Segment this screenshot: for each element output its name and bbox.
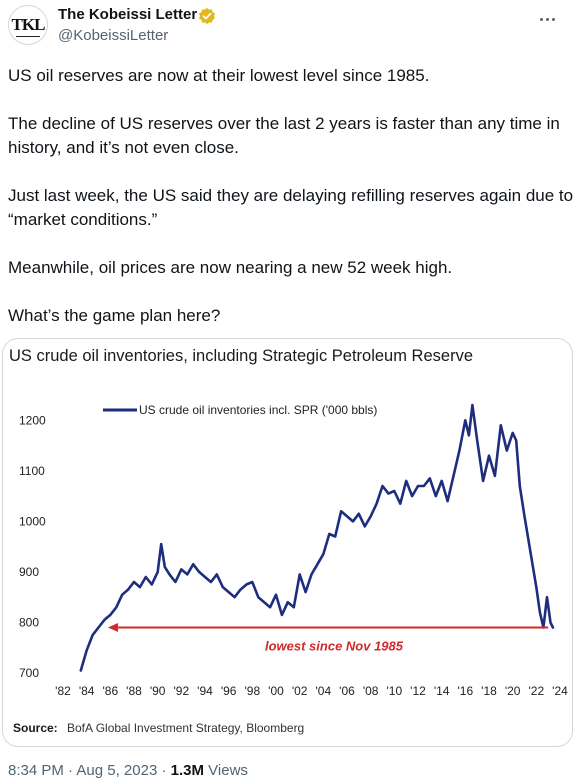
tweet-time[interactable]: 8:34 PM [8,762,64,779]
y-tick-label: 1100 [19,464,45,478]
tweet-paragraph: What’s the game plan here? [8,306,221,325]
x-tick-label: '16 [458,684,474,698]
tweet-paragraph: Just last week, the US said they are del… [8,186,574,229]
chart-title: US crude oil inventories, including Stra… [9,346,473,365]
series-line [79,403,555,672]
oil-inventory-chart: US crude oil inventories, including Stra… [9,346,568,735]
x-tick-label: '12 [410,684,426,698]
annotation-label: lowest since Nov 1985 [265,639,404,654]
x-tick-label: '24 [552,684,568,698]
x-tick-label: '96 [221,684,237,698]
x-tick-label: '82 [55,684,71,698]
author-avatar[interactable]: TKL [8,5,48,45]
y-tick-label: 700 [19,666,39,680]
tweet-text: US oil reserves are now at their lowest … [8,64,574,328]
x-tick-label: '02 [292,684,308,698]
source-text: BofA Global Investment Strategy, Bloombe… [67,721,304,735]
x-tick-label: '08 [363,684,379,698]
tweet-paragraph: Meanwhile, oil prices are now nearing a … [8,258,453,277]
tweet-paragraph: US oil reserves are now at their lowest … [8,66,430,85]
meta-separator: · [68,762,74,779]
x-tick-label: '14 [434,684,450,698]
avatar-logo-text: TKL [11,15,46,34]
verified-badge-icon[interactable] [198,7,216,25]
x-tick-label: '98 [245,684,261,698]
x-tick-label: '88 [126,684,142,698]
x-tick-label: '92 [174,684,190,698]
y-tick-label: 900 [19,565,39,579]
views-count: 1.3M [170,762,204,779]
meta-separator: · [161,762,167,779]
x-tick-label: '22 [529,684,545,698]
x-tick-label: '86 [103,684,119,698]
source-label: Source: [13,721,58,735]
annotation-arrowhead [107,623,118,633]
y-tick-label: 1200 [19,413,46,427]
x-tick-label: '94 [197,684,213,698]
x-tick-label: '84 [79,684,95,698]
more-options-icon[interactable] [530,2,564,36]
tweet-meta: 8:34 PM · Aug 5, 2023 · 1.3M Views [8,762,248,779]
x-tick-label: '04 [316,684,332,698]
author-name[interactable]: The Kobeissi Letter [58,6,198,23]
author-handle[interactable]: @KobeissiLetter [58,27,169,44]
x-tick-label: '06 [339,684,355,698]
views-label: Views [208,762,248,779]
legend-label: US crude oil inventories incl. SPR ('000… [139,403,377,417]
tweet-date[interactable]: Aug 5, 2023 [76,762,158,779]
x-tick-label: '18 [481,684,497,698]
y-tick-label: 800 [19,615,39,629]
tweet-paragraph: The decline of US reserves over the last… [8,114,560,157]
x-tick-label: '10 [387,684,403,698]
avatar-logo-underline [16,36,40,37]
x-tick-label: '20 [505,684,521,698]
x-tick-label: '00 [268,684,284,698]
y-tick-label: 1000 [19,514,46,528]
x-tick-label: '90 [150,684,166,698]
tweet-media-image[interactable]: US crude oil inventories, including Stra… [2,338,573,747]
